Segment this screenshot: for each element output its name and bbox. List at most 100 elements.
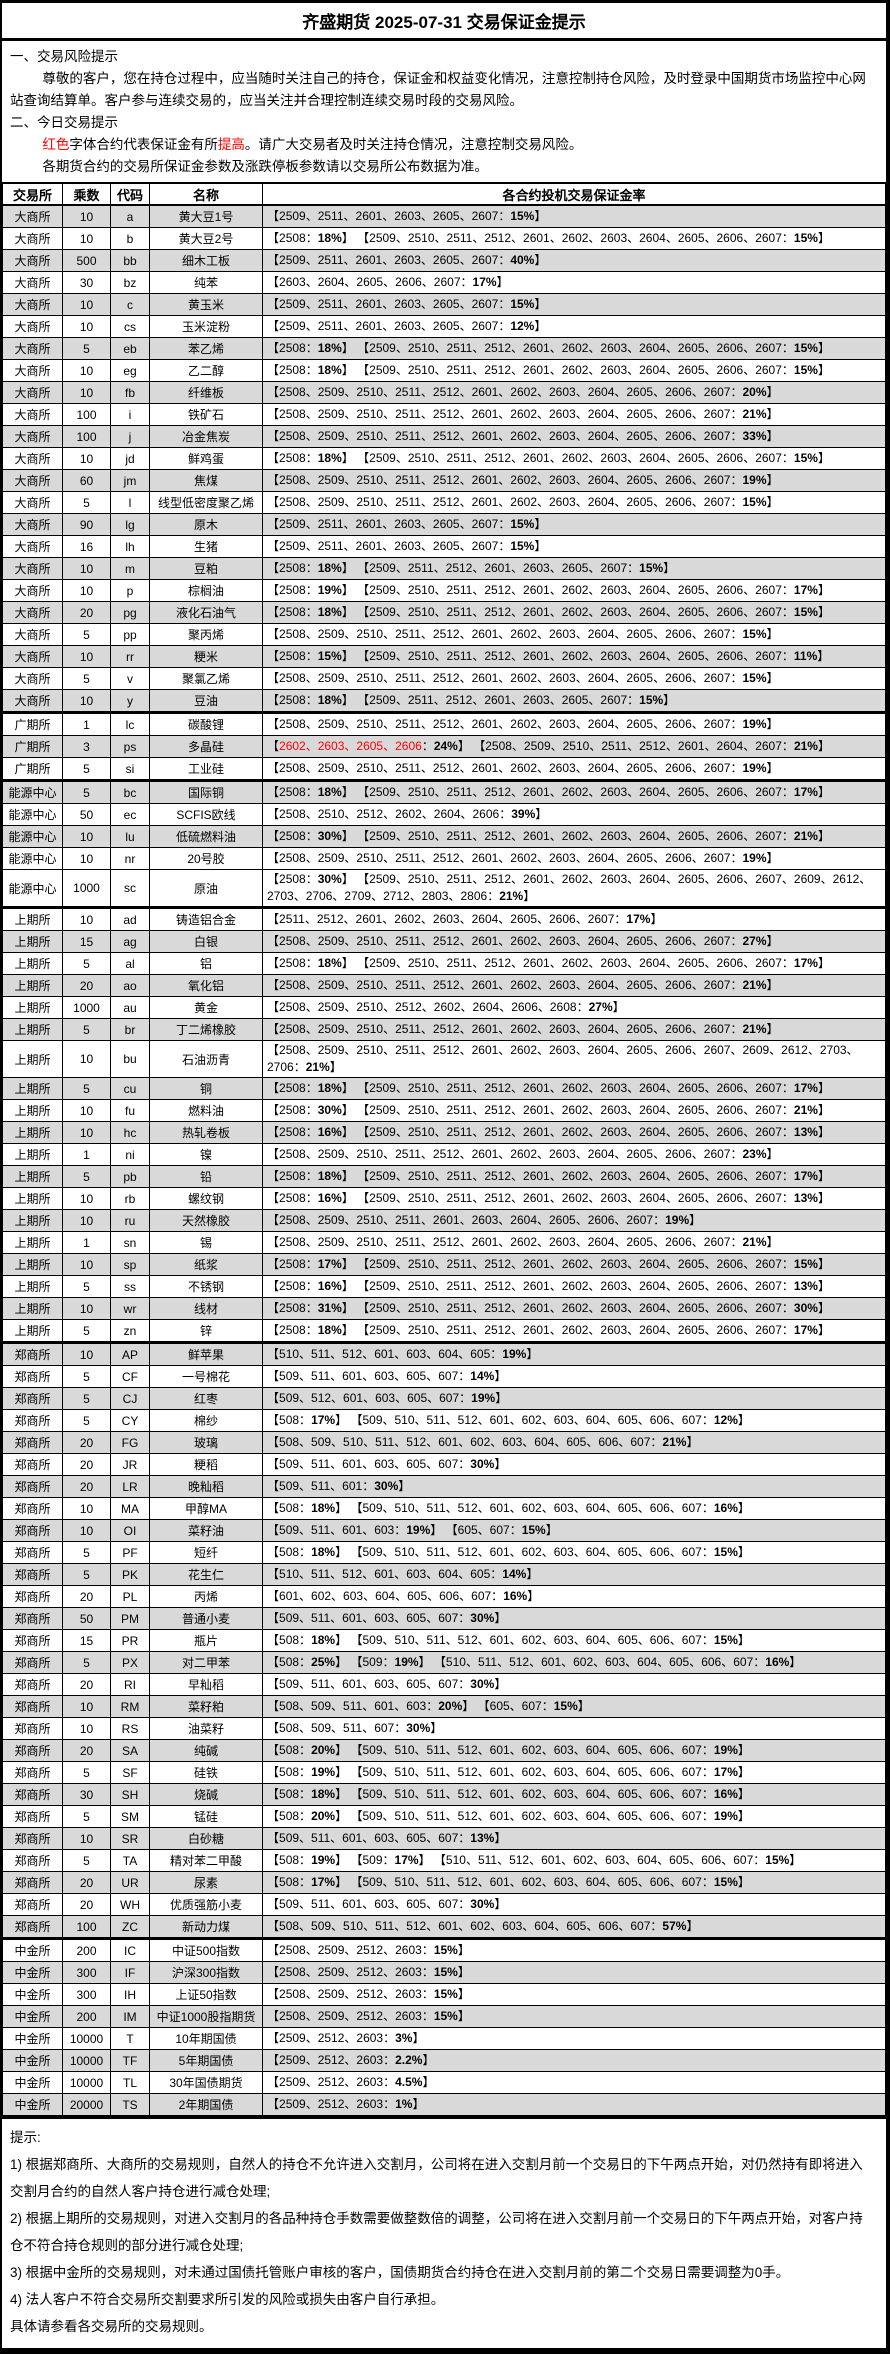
exchange-cell: 郑商所 (2, 1893, 63, 1916)
name-cell: 聚丙烯 (149, 623, 263, 646)
table-row: 上期所 10 ad 铸造铝合金 【2511、2512、2601、2602、2603、26… (2, 906, 886, 931)
name-cell: 燃料油 (149, 1099, 263, 1122)
table-row: 中金所 200 IM 中证1000股指期货 【2508、2509、2512、2603：1… (2, 2005, 886, 2028)
multiplier-cell: 5 (62, 1319, 111, 1343)
margin-rates-cell: 【2602、2603、2605、2606：24%】 【2508、2509、251… (262, 735, 886, 758)
rate-group: 【508：20%】 (267, 1743, 348, 1757)
multiplier-cell: 10 (62, 1209, 111, 1232)
section-1-heading: 一、交易风险提示 (10, 49, 118, 64)
rate-group: 【2509、2510、2511、2512、2601、2602、2603、2604… (357, 785, 830, 799)
name-cell: 上证50指数 (149, 1983, 263, 2006)
section-2-line1: 红色字体合约代表保证金有所提高。请广大交易者及时关注持仓情况，注意控制交易风险。 (10, 134, 876, 156)
margin-rates-cell: 【2508：18%】 【2509、2510、2511、2512、2601、260… (262, 779, 886, 804)
name-cell: 石油沥青 (149, 1040, 263, 1078)
code-cell: CF (110, 1365, 150, 1388)
multiplier-cell: 15 (62, 1629, 111, 1652)
code-cell: AP (110, 1341, 150, 1366)
code-cell: ad (110, 906, 150, 931)
exchange-cell: 能源中心 (2, 779, 63, 804)
name-cell: 玉米淀粉 (149, 315, 263, 338)
rate-group: 【509、510、511、512、601、602、603、604、605、606… (350, 1787, 750, 1801)
table-row: 郑商所 20 FG 玻璃 【508、509、510、511、512、601、602、60… (2, 1431, 886, 1454)
multiplier-cell: 5 (62, 1563, 111, 1586)
table-row: 能源中心 10 lu 低硫燃料油 【2508：30%】 【2509、2510、2511、… (2, 825, 886, 848)
rate-group: 【510、511、512、601、603、604、605：14%】 (267, 1567, 539, 1581)
margin-rates-cell: 【508：18%】 【509、510、511、512、601、602、603、6… (262, 1541, 886, 1564)
margin-rates-cell: 【508：19%】 【509、510、511、512、601、602、603、6… (262, 1761, 886, 1784)
exchange-cell: 上期所 (2, 1187, 63, 1210)
exchange-cell: 郑商所 (2, 1475, 63, 1498)
name-cell: 纯苯 (149, 271, 263, 294)
table-row: 大商所 10 rr 粳米 【2508：15%】 【2509、2510、2511、2512… (2, 645, 886, 668)
multiplier-cell: 5 (62, 337, 111, 360)
table-row: 广期所 1 lc 碳酸锂 【2508、2509、2510、2511、2512、2601、… (2, 711, 886, 736)
rate-group: 【509、511、601、603、605、607：30%】 (267, 1457, 507, 1471)
margin-rates-cell: 【2508：30%】 【2509、2510、2511、2512、2601、260… (262, 825, 886, 848)
exchange-cell: 上期所 (2, 1253, 63, 1276)
table-row: 郑商所 5 PX 对二甲苯 【508：25%】 【509：19%】 【510、511、5… (2, 1651, 886, 1674)
note-item: 1) 根据郑商所、大商所的交易规则，自然人的持仓不允许进入交割月，公司将在进入交… (10, 2157, 863, 2199)
multiplier-cell: 5 (62, 667, 111, 690)
rate-group: 【2509、2511、2601、2603、2605、2607：15%】 (267, 539, 547, 553)
multiplier-cell: 20 (62, 1431, 111, 1454)
code-cell: cs (110, 315, 150, 338)
table-row: 中金所 10000 TF 5年期国债 【2509、2512、2603：2.2%】 (2, 2049, 886, 2072)
name-cell: 乙二醇 (149, 359, 263, 382)
exchange-cell: 中金所 (2, 2027, 63, 2050)
name-cell: 短纤 (149, 1541, 263, 1564)
rate-group: 【2508：18%】 (267, 561, 354, 575)
name-cell: 一号棉花 (149, 1365, 263, 1388)
name-cell: 聚氯乙烯 (149, 667, 263, 690)
header-margin-rates: 各合约投机交易保证金率 (262, 182, 886, 206)
name-cell: 原油 (149, 869, 263, 908)
code-cell: WH (110, 1893, 150, 1916)
name-cell: 国际铜 (149, 779, 263, 804)
margin-rates-cell: 【2508：18%】 【2509、2510、2511、2512、2601、260… (262, 447, 886, 470)
name-cell: 铜 (149, 1077, 263, 1100)
code-cell: eg (110, 359, 150, 382)
rate-group: 【605、607：15%】 (477, 1699, 590, 1713)
margin-rates-cell: 【508：19%】 【509：17%】 【510、511、512、601、602… (262, 1849, 886, 1872)
rate-group: 【509、510、511、512、601、602、603、604、605、606… (350, 1633, 750, 1647)
rate-group: 【2508：18%】 (267, 341, 354, 355)
name-cell: 黄金 (149, 996, 263, 1019)
margin-rates-cell: 【2508、2509、2512、2603：15%】 (262, 1937, 886, 1962)
name-cell: 花生仁 (149, 1563, 263, 1586)
rate-group: 【508：19%】 (267, 1765, 348, 1779)
margin-rates-cell: 【2508：16%】 【2509、2510、2511、2512、2601、260… (262, 1275, 886, 1298)
table-row: 郑商所 20 PL 丙烯 【601、602、603、604、605、606、607：16… (2, 1585, 886, 1608)
rate-group: 【508、509、510、511、512、601、602、603、604、605… (267, 1435, 699, 1449)
code-cell: al (110, 952, 150, 975)
rate-group: 【2509、2511、2601、2603、2605、2607：15%】 (267, 209, 547, 223)
code-cell: IH (110, 1983, 150, 2006)
code-cell: sp (110, 1253, 150, 1276)
table-row: 中金所 10000 T 10年期国债 【2509、2512、2603：3%】 (2, 2027, 886, 2050)
exchange-cell: 大商所 (2, 447, 63, 470)
name-cell: 生猪 (149, 535, 263, 558)
name-cell: 鲜苹果 (149, 1341, 263, 1366)
exchange-cell: 大商所 (2, 227, 63, 250)
table-row: 上期所 5 cu 铜【2508：18%】 【2509、2510、2511、2512、2… (2, 1077, 886, 1100)
name-cell: 瓶片 (149, 1629, 263, 1652)
code-cell: ZC (110, 1915, 150, 1939)
rate-group: 【508、509、510、511、512、601、602、603、604、605… (267, 1919, 699, 1933)
table-row: 郑商所 10 RM 菜籽粕 【508、509、511、601、603：20%】 【605… (2, 1695, 886, 1718)
table-row: 郑商所 20 SA 纯碱 【508：20%】 【509、510、511、512、601、… (2, 1739, 886, 1762)
name-cell: 菜籽粕 (149, 1695, 263, 1718)
multiplier-cell: 10 (62, 1297, 111, 1320)
margin-rates-cell: 【2508：18%】 【2509、2510、2511、2512、2601、260… (262, 227, 886, 250)
name-cell: 铝 (149, 952, 263, 975)
multiplier-cell: 3 (62, 735, 111, 758)
table-row: 上期所 1 sn 锡【2508、2509、2510、2511、2512、2601、26… (2, 1231, 886, 1254)
margin-rates-cell: 【2508、2509、2510、2511、2512、2601、2602、2603… (262, 491, 886, 514)
margin-rates-cell: 【2508：30%】 【2509、2510、2511、2512、2601、260… (262, 1099, 886, 1122)
table-body: 大商所 10 a 黄大豆1号 【2509、2511、2601、2603、2605、260… (2, 204, 886, 2116)
table-row: 上期所 20 ao 氧化铝 【2508、2509、2510、2511、2512、2601… (2, 974, 886, 997)
name-cell: 硅铁 (149, 1761, 263, 1784)
code-cell: ec (110, 803, 150, 826)
table-row: 上期所 1000 au 黄金 【2508、2509、2510、2512、2602、260… (2, 996, 886, 1019)
exchange-cell: 能源中心 (2, 803, 63, 826)
code-cell: lh (110, 535, 150, 558)
name-cell: SCFIS欧线 (149, 803, 263, 826)
margin-rates-cell: 【2508、2509、2510、2511、2512、2601、2602、2603… (262, 1231, 886, 1254)
